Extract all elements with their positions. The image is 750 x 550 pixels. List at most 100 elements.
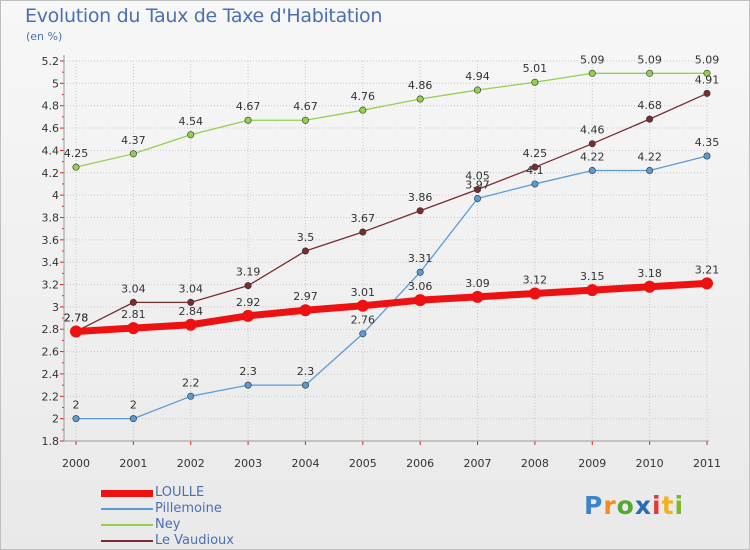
data-point (301, 381, 309, 389)
data-label: 4.37 (121, 134, 146, 147)
data-label: 3.18 (637, 267, 662, 280)
data-label: 3.09 (465, 277, 490, 290)
data-label: 4.25 (523, 147, 548, 160)
legend-swatch (101, 540, 153, 542)
data-label: 4.86 (408, 79, 433, 92)
x-tick-label: 2009 (578, 457, 606, 470)
y-axis-unit-label: (en %) (26, 30, 63, 43)
x-tick-label: 2003 (234, 457, 262, 470)
data-point (129, 298, 137, 306)
legend-label: LOULLE (155, 485, 205, 500)
data-point (356, 299, 369, 312)
x-tick-label: 2007 (464, 457, 492, 470)
data-label: 2 (73, 399, 80, 412)
data-label: 3.01 (351, 286, 376, 299)
y-tick-label: 4.2 (42, 167, 60, 180)
data-point (474, 86, 482, 94)
data-label: 4.67 (293, 100, 318, 113)
grid-lines (64, 60, 709, 442)
y-tick-label: 3.4 (42, 256, 60, 269)
x-tick-label: 2002 (177, 457, 205, 470)
data-label: 5.09 (637, 53, 662, 66)
chart-title: Evolution du Taux de Taxe d'Habitation (25, 5, 383, 27)
data-label: 4.94 (465, 70, 490, 83)
legend-label: Ney (155, 517, 181, 532)
legend: LOULLE Pillemoine Ney Le Vaudioux (101, 485, 301, 549)
data-point (129, 150, 137, 158)
y-tick-label: 2.4 (42, 368, 60, 381)
data-point (244, 116, 252, 124)
data-point (416, 95, 424, 103)
data-point (359, 228, 367, 236)
data-label: 4.1 (526, 164, 544, 177)
legend-swatch (101, 489, 153, 497)
data-label: 3.15 (580, 270, 605, 283)
data-point (187, 131, 195, 139)
data-label: 4.25 (64, 147, 89, 160)
data-label: 2.3 (239, 365, 257, 378)
data-label: 4.91 (695, 73, 720, 86)
proxiti-logo: Proxiti (584, 491, 684, 520)
data-point (416, 207, 424, 215)
y-tick-label: 2.6 (42, 346, 60, 359)
legend-item: Le Vaudioux (101, 533, 301, 549)
data-label: 4.67 (236, 100, 261, 113)
data-label: 2.78 (64, 311, 89, 324)
data-label: 2.2 (182, 376, 200, 389)
data-label: 3.86 (408, 191, 433, 204)
data-point (646, 115, 654, 123)
y-tick-label: 5.2 (42, 55, 60, 68)
data-point (72, 163, 80, 171)
data-label: 3.5 (297, 231, 315, 244)
data-label: 3.97 (465, 178, 490, 191)
data-point (586, 284, 599, 297)
data-label: 3.04 (178, 282, 203, 295)
data-label: 2 (130, 399, 137, 412)
data-label: 5.09 (695, 53, 720, 66)
data-point (646, 69, 654, 77)
series-line-loulle (72, 279, 711, 335)
data-point (187, 392, 195, 400)
data-point (471, 290, 484, 303)
data-point (474, 194, 482, 202)
data-point (531, 78, 539, 86)
data-label: 2.92 (236, 296, 261, 309)
y-tick-label: 3 (52, 301, 59, 314)
data-label: 4.76 (351, 90, 376, 103)
y-tick-label: 4.6 (42, 122, 60, 135)
data-point (703, 152, 711, 160)
y-tick-label: 4 (52, 189, 59, 202)
legend-item: Ney (101, 517, 301, 533)
logo-letter: t (661, 491, 675, 520)
data-point (301, 247, 309, 255)
data-label: 4.22 (637, 151, 662, 164)
y-tick-label: 4.8 (42, 100, 60, 113)
x-tick-label: 2010 (636, 457, 664, 470)
data-point (242, 309, 255, 322)
data-label: 3.19 (236, 266, 261, 279)
data-label: 3.06 (408, 280, 433, 293)
y-tick-label: 5 (52, 77, 59, 90)
data-label: 4.22 (580, 151, 605, 164)
data-point (531, 163, 539, 171)
logo-letter: i (652, 491, 662, 520)
legend-swatch (101, 508, 153, 510)
data-point (646, 167, 654, 175)
legend-item: LOULLE (101, 485, 301, 501)
legend-item: Pillemoine (101, 501, 301, 517)
data-point (588, 167, 596, 175)
data-point (184, 318, 197, 331)
data-point (299, 304, 312, 317)
logo-letter: o (616, 491, 635, 520)
data-point (244, 381, 252, 389)
data-point (244, 282, 252, 290)
x-tick-label: 2004 (291, 457, 319, 470)
data-point (416, 268, 424, 276)
data-label: 2.81 (121, 308, 146, 321)
y-tick-label: 2.8 (42, 323, 60, 336)
data-point (187, 298, 195, 306)
data-label: 2.78 (64, 311, 89, 324)
y-tick-label: 2 (52, 413, 59, 426)
